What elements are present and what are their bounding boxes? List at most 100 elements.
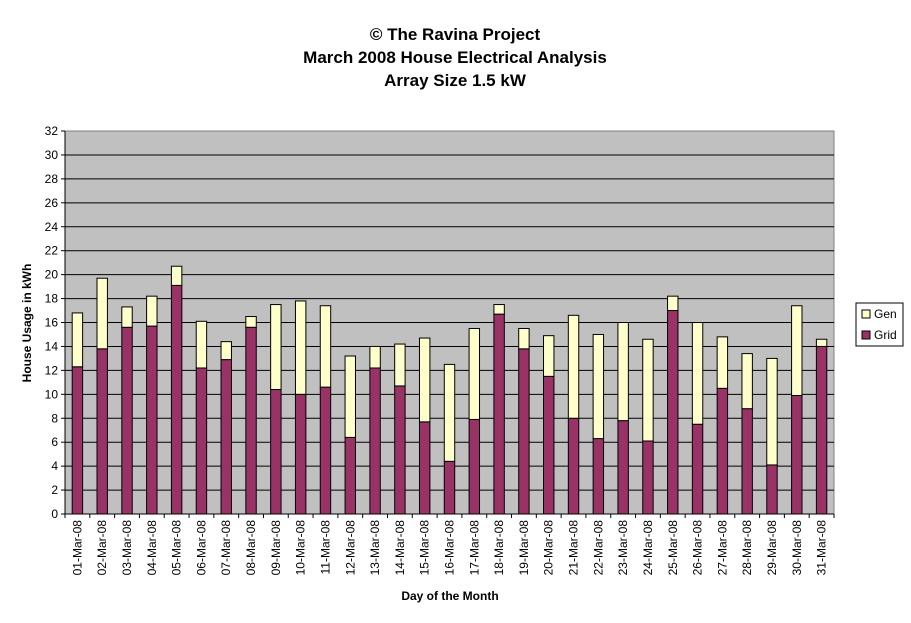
x-tick-label: 11-Mar-08 (318, 520, 332, 575)
bar-gen-27 (716, 336, 729, 389)
legend-label-gen: Gen (874, 307, 897, 321)
bar-gen-20 (543, 335, 555, 377)
x-tick-label: 10-Mar-08 (294, 520, 308, 576)
x-tick-label: 12-Mar-08 (343, 520, 357, 576)
bar-gen-6 (195, 320, 208, 369)
bar-grid-8 (245, 326, 257, 515)
x-tick-label: 08-Mar-08 (244, 520, 258, 576)
y-tick-label: 28 (45, 172, 59, 186)
x-tick-label: 30-Mar-08 (790, 520, 804, 576)
x-axis-ticks: 01-Mar-08 02-Mar-08 03-Mar-08 04-Mar-08 05-M… (64, 514, 835, 576)
y-tick-label: 30 (45, 148, 59, 162)
title-line-3: Array Size 1.5 kW (384, 71, 527, 90)
bar-gen-11 (319, 305, 332, 388)
bar-gen-9 (270, 304, 282, 391)
x-tick-label: 23-Mar-08 (616, 520, 630, 576)
bar-grid-4 (146, 325, 158, 515)
x-axis-label: Day of the Month (401, 589, 498, 603)
x-tick-label: 15-Mar-08 (418, 520, 432, 576)
bar-grid-12 (344, 436, 356, 515)
x-tick-label: 20-Mar-08 (542, 520, 556, 576)
y-tick-label: 26 (45, 196, 59, 210)
bar-gen-3 (121, 306, 133, 328)
bar-gen-7 (220, 341, 232, 361)
bar-grid-5 (170, 284, 183, 515)
y-tick-label: 22 (45, 244, 59, 258)
bar-grid-19 (518, 348, 530, 515)
bar-gen-10 (294, 300, 307, 395)
bar-gen-25 (667, 295, 679, 312)
bar-grid-23 (617, 420, 629, 515)
bar-grid-26 (691, 423, 704, 515)
bar-grid-17 (468, 418, 481, 515)
x-tick-label: 14-Mar-08 (393, 520, 407, 576)
bar-grid-7 (220, 359, 232, 515)
x-tick-label: 21-Mar-08 (567, 520, 581, 576)
y-tick-label: 6 (51, 435, 58, 449)
x-tick-label: 24-Mar-08 (641, 520, 655, 576)
bar-gen-14 (394, 343, 406, 387)
x-tick-label: 02-Mar-08 (95, 520, 109, 576)
y-axis-label: House Usage in kWh (20, 264, 34, 383)
bar-grid-22 (592, 438, 605, 515)
x-tick-label: 04-Mar-08 (145, 520, 159, 576)
bar-gen-26 (691, 322, 704, 425)
chart-title: © The Ravina Project March 2008 House El… (303, 25, 607, 90)
bar-grid-6 (195, 367, 208, 515)
bar-gen-8 (245, 316, 257, 328)
y-tick-label: 4 (51, 459, 58, 473)
bar-grid-20 (543, 375, 555, 515)
y-tick-label: 16 (45, 316, 59, 330)
x-tick-label: 17-Mar-08 (467, 520, 481, 576)
bar-grid-29 (766, 464, 778, 515)
bar-gen-22 (592, 333, 605, 440)
x-tick-label: 16-Mar-08 (443, 520, 457, 576)
bar-grid-3 (121, 326, 133, 515)
legend: Gen Grid (855, 302, 904, 347)
bar-grid-2 (96, 348, 108, 515)
bar-grid-31 (815, 345, 828, 515)
legend-swatch-grid (861, 330, 871, 340)
bar-grid-24 (642, 440, 654, 515)
bar-gen-2 (96, 277, 108, 350)
bar-gen-24 (642, 338, 654, 442)
bar-gen-1 (71, 312, 84, 368)
x-tick-label: 31-Mar-08 (815, 520, 829, 576)
x-tick-label: 22-Mar-08 (591, 520, 605, 576)
x-tick-label: 18-Mar-08 (492, 520, 506, 576)
bar-grid-21 (567, 417, 580, 515)
x-tick-label: 28-Mar-08 (740, 520, 754, 576)
y-tick-label: 20 (45, 268, 59, 282)
bar-gen-23 (617, 322, 629, 422)
bar-gen-30 (791, 305, 803, 397)
bar-grid-10 (294, 393, 307, 515)
bar-grid-14 (394, 385, 406, 515)
legend-swatch-gen (861, 309, 871, 319)
bar-gen-28 (741, 353, 753, 410)
bar-gen-16 (443, 363, 456, 462)
title-line-2: March 2008 House Electrical Analysis (303, 48, 607, 67)
bar-grid-25 (667, 310, 679, 515)
title-line-1: © The Ravina Project (370, 25, 541, 44)
bar-gen-29 (766, 357, 778, 466)
bar-gen-4 (146, 295, 158, 327)
y-tick-label: 8 (51, 411, 58, 425)
x-tick-label: 01-Mar-08 (70, 520, 84, 576)
y-tick-label: 12 (45, 363, 59, 377)
y-tick-label: 0 (51, 507, 58, 521)
x-tick-label: 13-Mar-08 (368, 520, 382, 576)
bar-grid-16 (443, 460, 456, 515)
bar-grid-11 (319, 386, 332, 515)
x-tick-label: 09-Mar-08 (269, 520, 283, 576)
bar-gen-19 (518, 327, 530, 350)
x-tick-label: 07-Mar-08 (219, 520, 233, 576)
bar-gen-12 (344, 355, 356, 438)
y-tick-label: 2 (51, 483, 58, 497)
bar-gen-15 (418, 337, 431, 423)
bar-grid-30 (791, 395, 803, 515)
bar-grid-27 (716, 387, 729, 515)
bar-grid-13 (369, 367, 381, 515)
x-tick-label: 25-Mar-08 (666, 520, 680, 576)
x-tick-label: 06-Mar-08 (194, 520, 208, 576)
